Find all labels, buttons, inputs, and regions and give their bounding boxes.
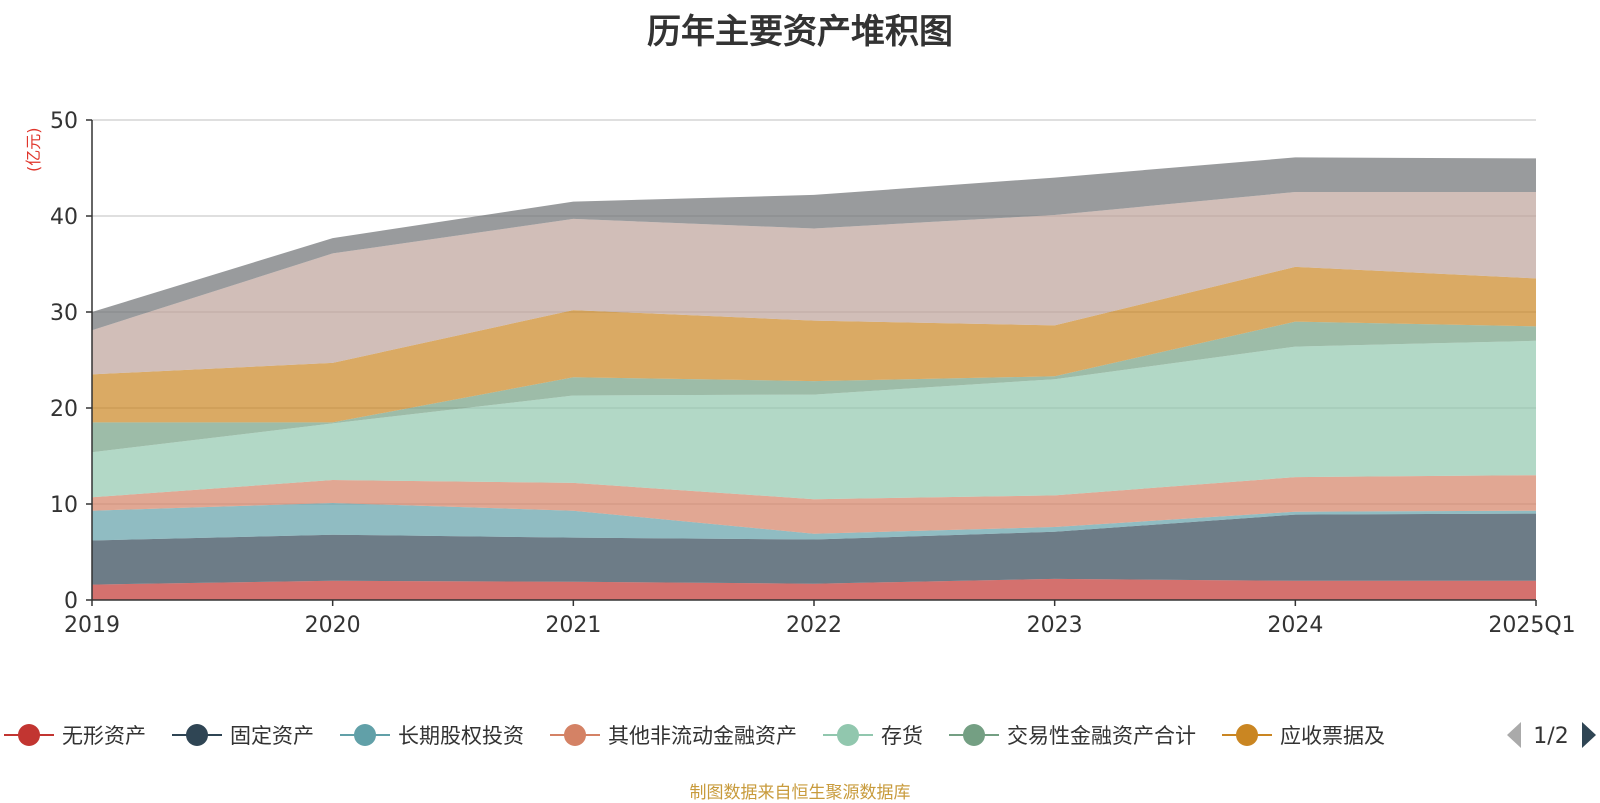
area-series-5[interactable] [92,340,1536,500]
x-tick-label: 2022 [786,613,842,638]
x-tick-label: 2020 [305,613,361,638]
area-series-2[interactable] [92,513,1536,585]
legend-item[interactable]: 长期股权投资 [340,724,524,748]
area-series-4[interactable] [92,475,1536,534]
area-series-7[interactable] [92,266,1536,423]
y-tick-label: 20 [50,397,78,422]
legend-label: 长期股权投资 [398,724,524,748]
legend-label: 应收票据及 [1280,724,1385,748]
x-tick-label: 2025Q1 [1488,613,1575,638]
legend-pager[interactable]: 1/2 [1507,722,1596,749]
y-tick-label: 50 [50,109,78,134]
y-tick-label: 10 [50,493,78,518]
legend-label: 交易性金融资产合计 [1007,724,1196,748]
legend-label: 无形资产 [62,724,146,748]
legend-page-indicator: 1/2 [1533,724,1568,749]
y-tick-label: 0 [64,589,78,614]
legend-item[interactable]: 其他非流动金融资产 [550,724,797,748]
legend-label: 存货 [881,724,923,748]
x-tick-label: 2021 [545,613,601,638]
legend-circle-marker [564,724,586,746]
legend-label: 其他非流动金融资产 [608,724,797,748]
axes: 0 10 20 30 40 50 2019 2020 2021 2022 2023 2024 2025Q… [50,109,1576,638]
legend-item[interactable]: 无形资产 [4,724,146,748]
legend-item[interactable]: 交易性金融资产合计 [949,724,1196,748]
legend-circle-marker [837,724,859,746]
y-tick-label: 40 [50,205,78,230]
legend-label: 固定资产 [230,724,314,748]
y-tick-label: 30 [50,301,78,326]
area-series-3[interactable] [92,503,1536,541]
legend-circle-marker [18,724,40,746]
legend-item[interactable]: 固定资产 [172,724,314,748]
area-series-layer [92,157,1536,600]
chart-title: 历年主要资产堆积图 [647,12,953,52]
legend-circle-marker [1236,724,1258,746]
legend-circle-marker [963,724,985,746]
legend-circle-marker [186,724,208,746]
x-tick-label: 2023 [1027,613,1083,638]
area-series-6[interactable] [92,321,1536,453]
x-tick-label: 2019 [64,613,120,638]
source-note: 制图数据来自恒生聚源数据库 [689,783,911,803]
legend-next-page-icon[interactable] [1582,722,1596,748]
area-series-8[interactable] [92,192,1536,375]
legend-circle-marker [354,724,376,746]
legend-item[interactable]: 存货 [823,724,923,748]
legend-prev-page-icon[interactable] [1507,722,1521,748]
area-series-1[interactable] [92,578,1536,600]
x-tick-label: 2024 [1267,613,1323,638]
area-series-9[interactable] [92,157,1536,331]
legend-item[interactable]: 应收票据及 [1222,724,1385,748]
legend[interactable]: 无形资产 固定资产 长期股权投资 其他非流动金融资产 存货 交易性金融资产合计 应收票据及 1… [4,722,1596,749]
